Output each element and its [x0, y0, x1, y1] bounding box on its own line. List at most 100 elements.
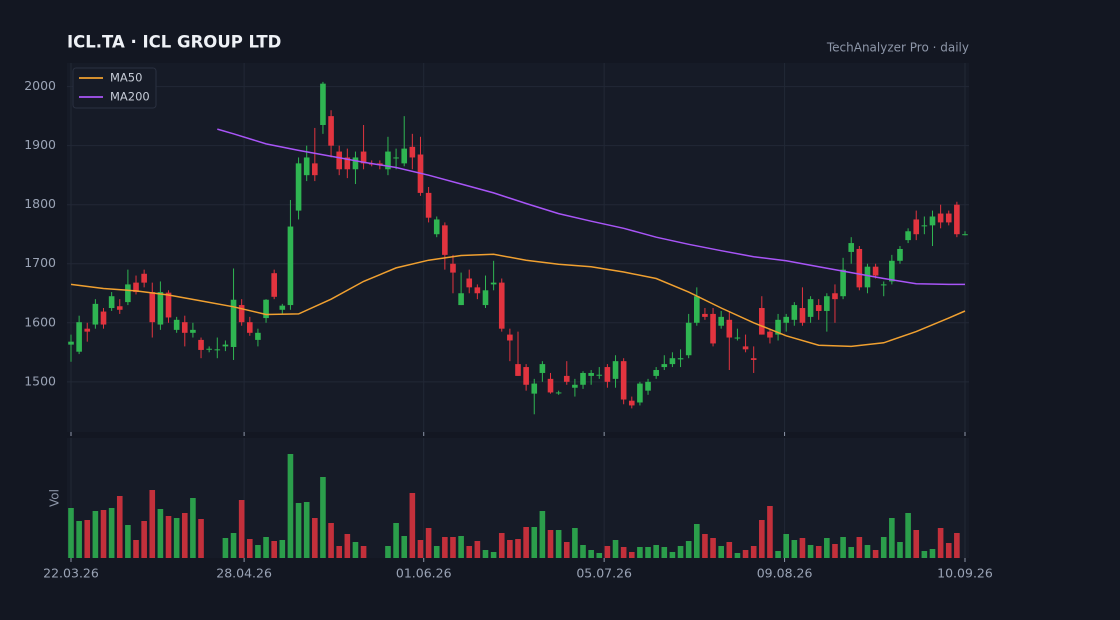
- volume-bar: [108, 508, 115, 558]
- candle-body: [214, 349, 221, 351]
- candle-body: [149, 292, 156, 323]
- candle-body: [669, 358, 676, 365]
- volume-bar: [677, 546, 684, 558]
- volume-bar: [913, 530, 920, 558]
- candle-body: [913, 219, 920, 235]
- candle-body: [718, 316, 724, 326]
- moving-averages: [70, 128, 966, 348]
- candle-body: [710, 313, 716, 344]
- candle-body: [133, 282, 139, 293]
- volume-bar: [401, 536, 408, 558]
- volume-bar: [190, 498, 196, 558]
- volume-bar: [133, 540, 139, 558]
- candle-body: [255, 332, 261, 340]
- volume-bar: [612, 540, 619, 558]
- candle-body: [507, 334, 513, 341]
- candle-body: [352, 157, 359, 170]
- candle-body: [937, 213, 944, 223]
- volume-bar: [450, 537, 456, 558]
- candle-body: [677, 358, 684, 360]
- volume-bar: [750, 546, 757, 558]
- volume-bar: [279, 540, 286, 558]
- volume-bar: [547, 530, 554, 558]
- candle-body: [840, 269, 846, 297]
- volume-bar: [141, 521, 147, 558]
- volume-bar: [945, 543, 952, 558]
- volume-bar: [238, 500, 245, 558]
- candle-body: [190, 329, 196, 333]
- candle-body: [68, 341, 74, 345]
- candle-body: [100, 311, 107, 325]
- candle-body: [141, 273, 147, 283]
- y-tick-label: 2000: [24, 78, 56, 93]
- volume-bar: [312, 518, 318, 558]
- volume-bar: [726, 542, 733, 558]
- volume-bar: [149, 490, 156, 558]
- volume-bar: [385, 546, 391, 558]
- volume-bar: [198, 519, 204, 558]
- candle-body: [76, 322, 82, 352]
- candles: [68, 81, 968, 415]
- candle-body: [474, 287, 481, 294]
- volume-bar: [645, 547, 651, 558]
- volume-bar: [287, 454, 294, 558]
- candle-body: [108, 296, 115, 309]
- candle-body: [173, 319, 180, 330]
- volume-bar: [588, 550, 594, 558]
- candle-body: [515, 364, 521, 376]
- candle-body: [742, 346, 749, 350]
- volume-bar: [539, 511, 546, 558]
- volume-bar: [848, 547, 855, 558]
- volume-bar: [523, 527, 529, 558]
- candle-body: [312, 163, 318, 176]
- volume-bar: [783, 534, 789, 558]
- candle-body: [685, 322, 692, 356]
- candle-body: [815, 305, 822, 311]
- volume-bar: [759, 520, 765, 558]
- candle-body: [954, 204, 960, 235]
- volume-bar: [937, 528, 944, 558]
- candle-body: [612, 361, 619, 379]
- volume-bar: [458, 536, 464, 558]
- volume-bar: [328, 523, 334, 558]
- candle-body: [165, 292, 172, 318]
- candle-body: [604, 367, 611, 382]
- candle-body: [547, 378, 554, 393]
- candle-body: [775, 319, 781, 335]
- candle-body: [563, 375, 570, 382]
- volume-bar: [352, 542, 359, 558]
- volume-bar: [694, 524, 700, 558]
- candle-body: [628, 400, 635, 406]
- candle-body: [905, 231, 911, 241]
- x-tick-label: 05.07.26: [576, 566, 632, 581]
- volume-bar: [433, 546, 440, 558]
- volume-bar: [409, 493, 416, 558]
- volume-bar: [596, 553, 603, 558]
- candle-body: [759, 308, 765, 335]
- volume-bar: [482, 550, 489, 558]
- ma-line: [217, 128, 965, 286]
- volume-bar: [507, 540, 513, 558]
- volume-bar: [572, 528, 578, 558]
- volume-bar: [417, 540, 424, 558]
- volume-bar: [637, 547, 643, 558]
- candle-body: [531, 383, 538, 394]
- volume-bar: [742, 550, 749, 558]
- volume-bar: [653, 545, 659, 558]
- candle-body: [872, 266, 879, 276]
- volume-bar: [702, 534, 708, 558]
- volume-bars: [68, 454, 960, 558]
- y-tick-label: 1600: [24, 314, 56, 329]
- volume-bar: [824, 538, 830, 558]
- volume-bar: [563, 542, 570, 558]
- candle-body: [320, 83, 326, 125]
- candle-body: [596, 374, 603, 376]
- volume-bar: [799, 538, 806, 558]
- candle-body: [287, 226, 294, 306]
- volume-bar: [685, 541, 692, 558]
- volume-bar: [710, 538, 716, 558]
- candle-body: [824, 296, 830, 311]
- candle-body: [116, 306, 123, 310]
- candle-body: [263, 299, 269, 319]
